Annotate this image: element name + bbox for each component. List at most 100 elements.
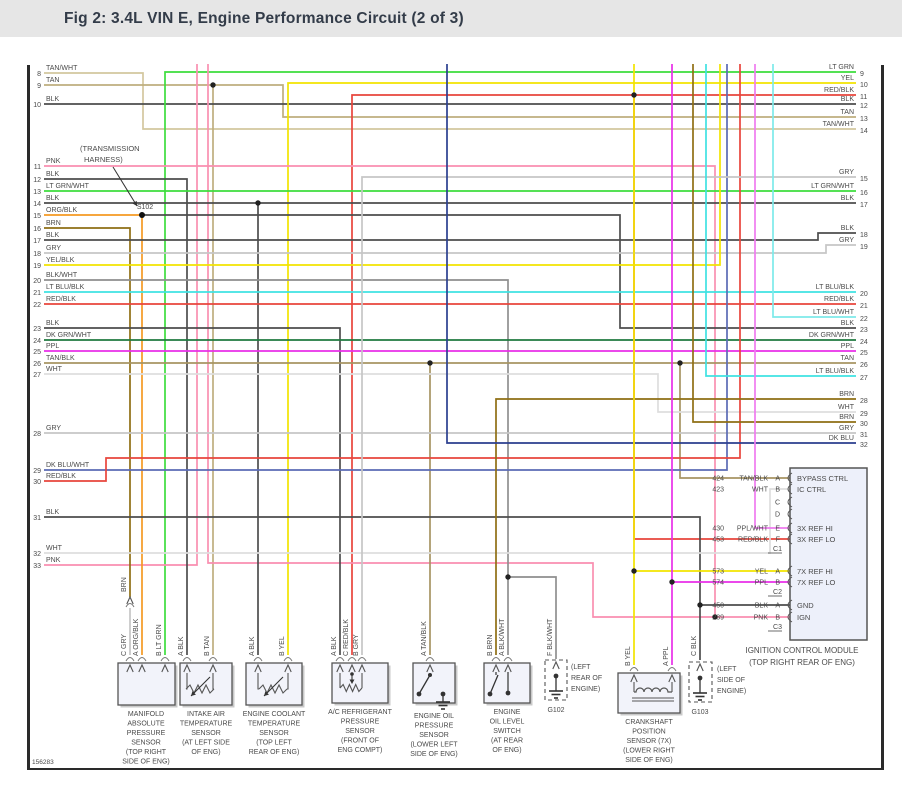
left-pin-10-number: 10: [33, 102, 41, 109]
vertical-wire-label-15: B YEL: [625, 646, 632, 666]
ect-sensor-pin-arrow-1: [284, 663, 292, 673]
left-pin-26-label: TAN/BLK: [46, 355, 75, 362]
ac-refrigerant-pressure-sensor-caption-line-1: PRESSURE: [341, 719, 380, 726]
frame-bottom-line: [27, 768, 884, 770]
ground-G102-pin-arrow: [552, 660, 560, 670]
engine-oil-level-switch-pin-arrow-0: [492, 663, 500, 673]
vertical-wire-label-13: A BLK/WHT: [499, 618, 506, 656]
wire-42-brn: [692, 64, 856, 423]
ground-G103-box: [688, 661, 713, 703]
figure-id: 156283: [32, 759, 54, 766]
right-pin-22-number: 22: [860, 316, 868, 323]
icm-pin-socket-icon: [787, 565, 793, 577]
ground-G102-note-line-2: ENGINE): [571, 686, 600, 693]
wire-43-dk-blu: [446, 64, 856, 444]
engine-oil-pressure-sensor-box: [412, 662, 456, 704]
left-pin-18-number: 18: [33, 251, 41, 258]
right-pin-32-number: 32: [860, 442, 868, 449]
wire-40-lt-blu-blk: [705, 64, 856, 377]
inline-connector-arrow-icon: [126, 595, 134, 605]
frame-left-bar: [27, 65, 30, 770]
ect-sensor-caption-line-2: SENSOR: [259, 730, 289, 737]
vertical-wire-label-4: A BLK: [178, 636, 185, 656]
left-pin-22-label: RED/BLK: [46, 296, 76, 303]
vertical-wire-label-12: B BRN: [487, 635, 494, 656]
wire-9-pnk: [207, 64, 790, 618]
icm-pin-letter-B-617: B: [775, 615, 780, 622]
right-pin-14-number: 14: [860, 128, 868, 135]
junction-dot-2: [712, 614, 718, 620]
ac-refrigerant-pressure-sensor-pin-connector-0: [335, 657, 345, 662]
right-pin-18-label: BLK: [841, 225, 855, 232]
junction-dot-1: [631, 92, 637, 98]
left-pin-32-number: 32: [33, 551, 41, 558]
left-pin-24-label: DK GRN/WHT: [46, 332, 92, 339]
icm-wire-574: PPL: [755, 580, 768, 587]
engine-oil-level-switch-caption-line-3: (AT REAR: [491, 738, 523, 745]
figure-title-bar: Fig 2: 3.4L VIN E, Engine Performance Ci…: [0, 0, 902, 37]
right-pin-24-number: 24: [860, 339, 868, 346]
left-pin-12-number: 12: [33, 177, 41, 184]
iat-sensor-thermistor-arrow-head: [191, 691, 196, 696]
engine-oil-level-switch-contact-dot-1: [487, 691, 493, 697]
engine-oil-level-switch-caption-line-2: SWITCH: [493, 728, 521, 735]
right-pin-27-number: 27: [860, 375, 868, 382]
icm-circuit-450: 450: [712, 603, 724, 610]
junction-dot-8: [631, 568, 637, 574]
right-pin-26-number: 26: [860, 362, 868, 369]
right-pin-13-label: TAN: [841, 109, 854, 116]
right-pin-16-number: 16: [860, 190, 868, 197]
engine-oil-level-switch-pin-connector-0: [491, 657, 501, 662]
right-pin-32-label: DK BLU: [829, 435, 854, 442]
ect-sensor-caption-line-1: TEMPERATURE: [248, 721, 301, 728]
right-pin-21-label: RED/BLK: [824, 296, 854, 303]
icm-pin-letter-A-478: A: [775, 476, 780, 483]
left-pin-18-label: GRY: [46, 245, 61, 252]
icm-wire-573: YEL: [755, 569, 768, 576]
junction-dot-6: [427, 360, 433, 366]
crankshaft-position-sensor-caption-line-2: SENSOR (7X): [627, 738, 672, 745]
frame-right-bar: [881, 65, 884, 770]
left-pin-14-number: 14: [33, 201, 41, 208]
icm-signal-ign: IGN: [797, 613, 810, 622]
icm-circuit-574: 574: [712, 580, 724, 587]
ground-G102-box: [544, 659, 568, 701]
crankshaft-position-sensor-coil-icon: [634, 687, 672, 693]
vertical-wire-label-6: A BLK: [249, 636, 256, 656]
splice-S102-dot: [139, 212, 145, 218]
ect-sensor-pin-connector-1: [283, 657, 293, 662]
icm-wire-423: WHT: [752, 487, 769, 494]
left-pin-16-label: BRN: [46, 220, 61, 227]
wire-23-blk-wht: [508, 576, 557, 659]
wire-26-blk: [44, 327, 341, 655]
ect-sensor-pin-connector-0: [253, 657, 263, 662]
ac-refrigerant-pressure-sensor-pin-connector-1: [347, 657, 357, 662]
crankshaft-position-sensor-pin-connector-0: [629, 667, 639, 672]
iat-sensor-caption-line-1: TEMPERATURE: [180, 721, 233, 728]
engine-oil-level-switch-switch-arm: [489, 674, 499, 695]
crankshaft-position-sensor-caption-line-3: (LOWER RIGHT: [623, 748, 675, 755]
engine-oil-pressure-sensor-switch-arm: [418, 674, 431, 695]
left-pin-29-number: 29: [33, 468, 41, 475]
vertical-wire-label-3: B LT GRN: [156, 624, 163, 656]
left-pin-17-number: 17: [33, 238, 41, 245]
ac-refrigerant-pressure-sensor-caption-line-0: A/C REFRIGERANT: [328, 709, 393, 716]
iat-sensor-pin-connector-0: [182, 657, 192, 662]
vertical-wire-label-16: A PPL: [663, 646, 670, 666]
iat-sensor-pin-arrow-0: [183, 663, 191, 673]
icm-circuit-239: 239: [712, 615, 724, 622]
wire-17-brn: [44, 227, 131, 597]
icm-circuit-453: 453: [712, 537, 724, 544]
right-pin-31-number: 31: [860, 432, 868, 439]
left-pin-16-number: 16: [33, 226, 41, 233]
icm-caption-line-0: IGNITION CONTROL MODULE: [745, 646, 858, 655]
engine-oil-pressure-sensor-caption-line-0: ENGINE OIL: [414, 713, 454, 720]
splice-S102-label: S102: [137, 204, 153, 211]
engine-oil-level-switch-caption-line-1: OIL LEVEL: [490, 719, 525, 726]
icm-pin-letter-B-489: B: [775, 487, 780, 494]
ac-refrigerant-pressure-sensor-pin-arrow-0: [336, 663, 344, 673]
left-pin-31-number: 31: [33, 515, 41, 522]
engine-oil-pressure-sensor-pin-arrow-0: [426, 663, 434, 673]
engine-oil-level-switch-pin-connector-1: [503, 657, 513, 662]
icm-connector-C2: C2: [773, 589, 782, 596]
